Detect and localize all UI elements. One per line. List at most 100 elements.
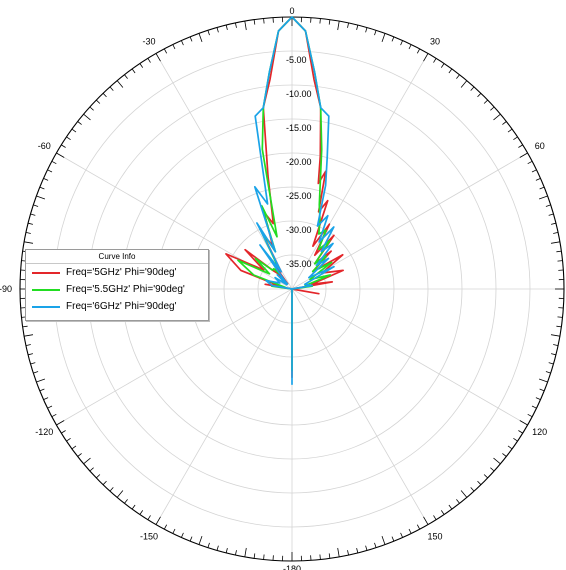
angle-tick: [470, 86, 475, 91]
angle-tick: [477, 480, 482, 485]
angle-tick: [456, 74, 460, 79]
angle-tick: [28, 222, 33, 225]
angle-tick: [147, 515, 151, 520]
angle-tick: [33, 204, 39, 207]
angle-tick-label: -30: [142, 36, 155, 46]
legend-title: Curve Info: [26, 250, 208, 264]
angle-tick: [493, 457, 501, 465]
angle-tick-label: 30: [430, 36, 440, 46]
angle-tick: [181, 532, 184, 538]
angle-tick: [483, 99, 488, 104]
angle-tick: [71, 128, 77, 133]
angle-tick: [356, 25, 359, 30]
angle-tick: [557, 316, 563, 318]
series-line-0: [225, 16, 344, 379]
angle-tick: [416, 524, 421, 530]
angle-tick: [539, 186, 545, 190]
angle-tick: [551, 222, 556, 225]
legend-entry-6ghz: Freq='6GHz' Phi='90deg': [26, 298, 208, 315]
angle-tick: [253, 19, 256, 25]
series-layer: [225, 16, 344, 386]
angle-tick: [347, 22, 349, 28]
angle-tick: [61, 430, 66, 434]
angle-tick-label: -150: [140, 532, 158, 542]
angle-tick: [550, 334, 560, 337]
angle-tick: [545, 204, 551, 207]
grid-spoke: [56, 288, 293, 426]
angle-tick: [253, 553, 256, 559]
angle-tick: [416, 48, 421, 54]
grid-spoke: [155, 288, 293, 525]
angle-tick: [553, 344, 559, 346]
angle-tick: [518, 430, 523, 434]
angle-tick: [189, 36, 193, 42]
angle-tick: [102, 93, 107, 98]
grid-spoke: [291, 288, 528, 426]
angle-tick: [365, 545, 368, 551]
angle-tick: [198, 535, 203, 545]
legend-swatch-6ghz: [32, 305, 60, 308]
polar-grid: [19, 16, 565, 562]
legend: Curve Info Freq='5GHz' Phi='90deg' Freq=…: [25, 249, 209, 321]
angle-tick: [490, 106, 495, 111]
angle-tick: [456, 499, 460, 504]
angle-tick: [518, 144, 523, 148]
series-line-1: [237, 16, 333, 372]
angle-tick: [337, 547, 340, 557]
angle-tick: [131, 68, 136, 74]
legend-swatch-5ghz: [32, 271, 60, 274]
angle-tick: [181, 40, 184, 46]
angle-tick: [548, 213, 554, 216]
ring-label: -10.00: [286, 89, 312, 99]
angle-tick: [374, 542, 377, 548]
angle-tick: [43, 178, 49, 181]
angle-tick: [36, 195, 46, 200]
angle-tick: [440, 510, 445, 515]
angle-tick: [189, 536, 193, 542]
angle-tick: [550, 241, 560, 244]
angle-tick: [216, 545, 219, 551]
angle-tick: [502, 121, 507, 125]
angle-tick: [51, 413, 57, 418]
angle-tick: [102, 480, 107, 485]
angle-tick: [207, 30, 210, 36]
series-line-2: [253, 16, 335, 386]
angle-tick: [527, 160, 533, 165]
legend-label-6ghz: Freq='6GHz' Phi='90deg': [66, 301, 177, 312]
angle-tick: [155, 516, 161, 525]
legend-entry-5ghz: Freq='5GHz' Phi='90deg': [26, 264, 208, 281]
angle-tick: [493, 113, 501, 121]
angle-tick: [43, 397, 49, 400]
angle-tick: [244, 21, 247, 31]
angle-tick-label: 60: [535, 141, 545, 151]
angle-tick: [328, 19, 331, 25]
angle-tick: [356, 548, 359, 553]
angle-tick: [519, 420, 528, 426]
angle-tick: [483, 474, 488, 479]
angle-tick-label: -120: [35, 427, 53, 437]
angle-tick: [116, 80, 124, 88]
angle-tick: [139, 510, 144, 515]
angle-tick-label: 0: [289, 6, 294, 16]
angle-tick: [513, 136, 518, 141]
angle-tick: [556, 325, 562, 328]
angle-tick-label: 120: [532, 427, 547, 437]
angle-tick: [535, 397, 541, 400]
angle-tick: [235, 22, 237, 28]
angle-tick: [124, 74, 128, 79]
angle-tick: [77, 121, 82, 125]
angle-tick: [538, 378, 548, 383]
legend-entry-5-5ghz: Freq='5.5GHz' Phi='90deg': [26, 281, 208, 298]
angle-tick: [163, 48, 168, 54]
angle-tick: [531, 169, 537, 173]
angle-tick: [440, 63, 445, 68]
angle-tick: [433, 515, 437, 520]
angle-tick: [61, 144, 66, 148]
angle-tick: [448, 504, 453, 510]
angle-tick: [96, 474, 101, 479]
ring-label: -30.00: [286, 225, 312, 235]
angle-tick: [198, 33, 203, 43]
angle-tick: [535, 178, 541, 181]
angle-tick: [556, 250, 562, 253]
